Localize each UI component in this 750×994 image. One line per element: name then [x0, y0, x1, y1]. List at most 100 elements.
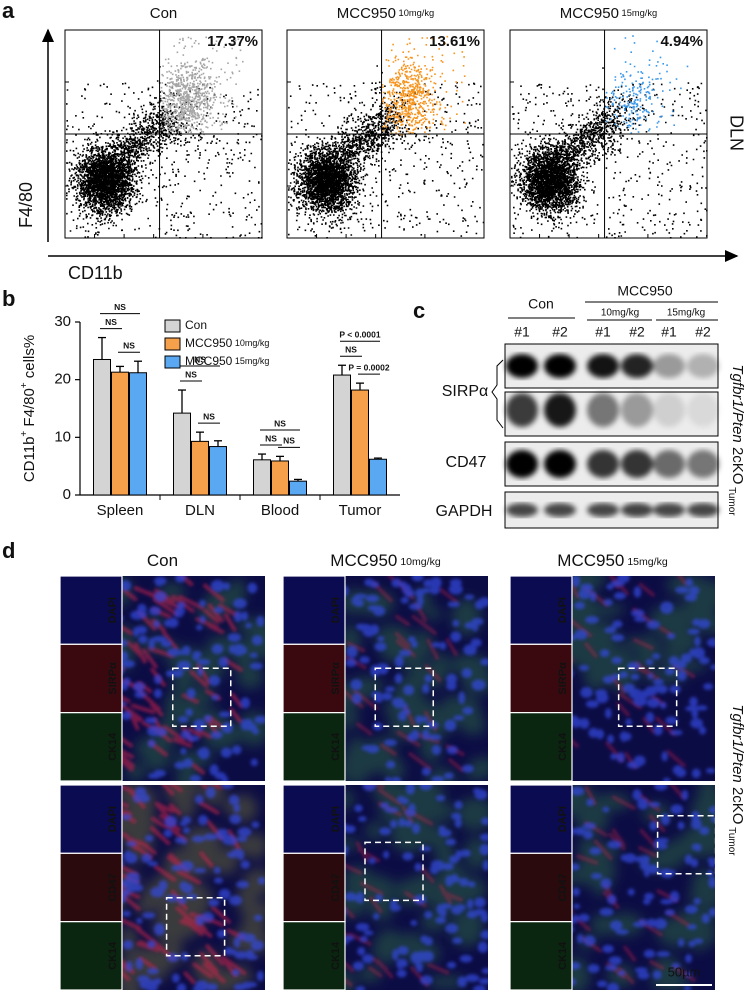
- bar: [191, 440, 209, 496]
- channel-label: DAPI: [330, 597, 342, 623]
- lane-label: #1: [595, 324, 611, 340]
- micrograph: DAPI SIRPα CK14: [60, 576, 265, 781]
- flow-dots-gated: [159, 36, 244, 136]
- group-name: MCC950: [560, 5, 619, 22]
- bar: [173, 412, 191, 496]
- channel-label: CK14: [557, 941, 569, 970]
- x-tick-label: Tumor: [339, 502, 382, 519]
- roi-box: [617, 667, 678, 727]
- group-dose: 10mg/kg: [400, 556, 441, 568]
- model-genes: Tgfbr1/Pten: [729, 704, 746, 782]
- blot-band: [653, 450, 685, 478]
- y-axis-label-part: F4/80: [21, 388, 38, 431]
- lane-label: #2: [629, 324, 645, 340]
- significance-label: NS: [123, 340, 135, 350]
- model-label: Tgfbr1/Pten 2cKO Tumor: [726, 364, 746, 516]
- legend-dose: 15mg/kg: [235, 356, 270, 366]
- significance-label: NS: [114, 302, 126, 312]
- legend-name: MCC950: [185, 336, 233, 350]
- flow-dots-gated: [381, 35, 466, 136]
- dose-label: 15mg/kg: [667, 308, 705, 319]
- blot-band: [506, 503, 538, 517]
- blot-band: [506, 450, 538, 478]
- bar: [333, 374, 351, 496]
- significance-label: NS: [185, 369, 197, 379]
- channel-label: DAPI: [330, 806, 342, 832]
- inset: [60, 852, 123, 923]
- blot-band: [587, 503, 619, 517]
- blot-band: [653, 503, 685, 517]
- model-tissue: Tumor: [726, 487, 737, 516]
- blot-bands: [506, 393, 719, 427]
- roi-box: [374, 667, 434, 727]
- model-line: 2cKO: [729, 443, 746, 485]
- protein-label: SIRPα: [442, 383, 489, 400]
- micrograph: DAPI SIRPα CK14: [510, 576, 715, 781]
- legend-label: Con: [185, 318, 207, 332]
- inset: [60, 921, 123, 990]
- micrograph: DAPI SIRPα CK14: [283, 576, 488, 781]
- flow-dots: [510, 67, 708, 239]
- protein-label: GAPDH: [436, 503, 493, 520]
- gate-percentage: 13.61%: [429, 33, 480, 50]
- y-axis-label: F4/80: [16, 182, 36, 228]
- roi-box: [656, 815, 715, 875]
- panel-label: d: [2, 538, 15, 563]
- blot-band: [506, 393, 538, 427]
- inset: [510, 852, 573, 923]
- inset: [510, 643, 573, 714]
- y-tick-label: 20: [54, 371, 71, 388]
- blot-band: [544, 354, 576, 378]
- red-signal: [548, 785, 696, 985]
- blot-band: [621, 503, 653, 517]
- micrograph: DAPI CD47 CK14: [510, 785, 715, 990]
- inset: [60, 712, 123, 781]
- inset: [510, 712, 573, 781]
- blot-band: [621, 393, 653, 427]
- bar: [271, 460, 289, 496]
- group-dose: 15mg/kg: [622, 8, 658, 18]
- legend-name: Con: [185, 318, 207, 332]
- significance-label: NS: [345, 345, 357, 355]
- inset: [60, 785, 123, 854]
- channel-label: SIRPα: [107, 662, 119, 695]
- image-title: Con: [147, 551, 178, 570]
- roi-box: [172, 667, 232, 727]
- bar: [289, 480, 307, 496]
- channel-label: CK14: [330, 941, 342, 970]
- significance-label: P = 0.0002: [348, 362, 389, 372]
- group-dose: 15mg/kg: [627, 556, 668, 568]
- blot-band: [687, 393, 719, 427]
- green-signal: [283, 785, 488, 990]
- blot-band: [687, 450, 719, 478]
- channel-label: DAPI: [557, 806, 569, 832]
- bar: [93, 358, 111, 496]
- channel-label: CD47: [330, 873, 342, 901]
- protein-label: CD47: [446, 454, 487, 471]
- micrograph: DAPI CD47 CK14: [60, 785, 265, 990]
- panel-label: c: [413, 298, 425, 323]
- protein-bracket: [491, 359, 504, 429]
- image-title: MCC950 15mg/kg: [557, 551, 668, 570]
- lane-label: #1: [514, 324, 530, 340]
- dose-label: 10mg/kg: [601, 308, 639, 319]
- y-tick-label: 0: [63, 486, 71, 503]
- y-tick-label: 30: [54, 313, 71, 330]
- group-name: Con: [147, 551, 178, 570]
- bar: [351, 389, 369, 496]
- plot-title: MCC950 15mg/kg: [560, 5, 657, 22]
- y-axis-label-part: CD11b: [21, 437, 38, 483]
- channel-label: CK14: [330, 732, 342, 761]
- image-title: MCC950 10mg/kg: [330, 551, 441, 570]
- legend-swatch: [164, 319, 181, 333]
- inset: [283, 643, 346, 714]
- y-axis-label-part: cells%: [21, 335, 38, 383]
- significance-label: NS: [274, 418, 286, 428]
- model-tissue: Tumor: [726, 827, 737, 856]
- tissue-label: DLN: [726, 115, 746, 151]
- blot-band: [544, 450, 576, 478]
- inset: [283, 852, 346, 923]
- scale-bar-label: 50µm: [668, 964, 701, 979]
- x-tick-label: Spleen: [97, 502, 144, 519]
- blot-band: [544, 393, 576, 427]
